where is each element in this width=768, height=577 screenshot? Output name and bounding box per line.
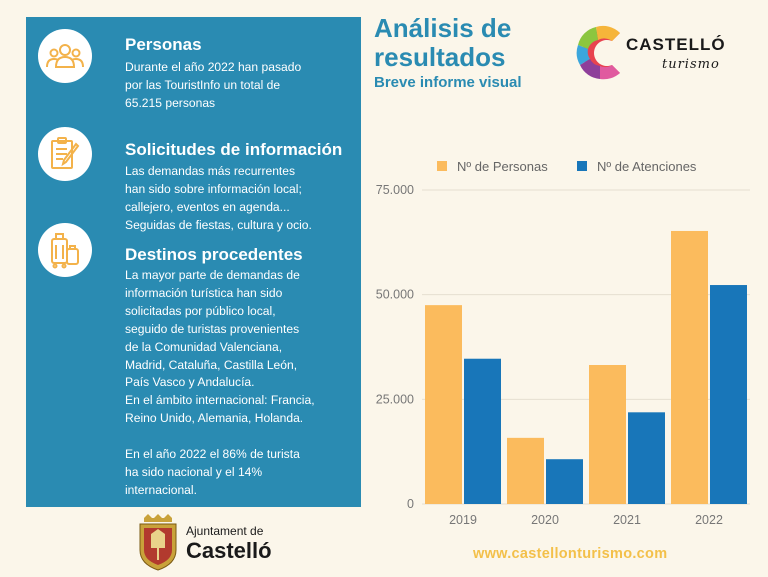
ajuntament-logo: Ajuntament de Castelló (136, 514, 286, 574)
legend-label: Nº de Personas (457, 159, 548, 174)
group-icon (38, 29, 92, 83)
clipboard-icon (38, 127, 92, 181)
chart-legend: Nº de Personas Nº de Atenciones (437, 159, 697, 174)
section-body-solicitudes: Las demandas más recurrentes han sido so… (125, 164, 312, 232)
y-tick-label: 50.000 (376, 288, 414, 302)
bar-atenciones-2019 (464, 358, 501, 504)
website-link[interactable]: www.castellonturismo.com (473, 546, 668, 562)
x-axis: 2019 2020 2021 2022 (449, 513, 723, 527)
section-body-destinos: La mayor parte de demandas de informació… (125, 268, 315, 497)
legend-label: Nº de Atenciones (597, 159, 697, 174)
luggage-icon (38, 223, 92, 277)
y-axis: 0 25.000 50.000 75.000 (376, 183, 414, 511)
info-panel: Personas Durante el año 2022 han pasado … (26, 17, 361, 507)
bar-personas-2019 (425, 305, 462, 504)
ajuntament-line2: Castelló (186, 538, 272, 563)
bar-atenciones-2021 (628, 412, 665, 504)
section-body-personas: Durante el año 2022 han pasado por las T… (125, 60, 302, 110)
page-subtitle: Breve informe visual (374, 74, 522, 91)
page-title: Análisis de resultados (374, 13, 512, 72)
bar-personas-2021 (589, 365, 626, 504)
section-title-personas: Personas (125, 35, 202, 54)
castello-turismo-logo: CASTELLÓ turismo (576, 23, 756, 85)
section-title-solicitudes: Solicitudes de información (125, 140, 343, 159)
y-tick-label: 0 (407, 497, 414, 511)
x-tick-label: 2020 (531, 513, 559, 527)
castello-tagline: turismo (662, 57, 720, 72)
bar-atenciones-2020 (546, 459, 583, 504)
coat-of-arms-icon (139, 514, 177, 571)
section-title-destinos: Destinos procedentes (125, 245, 303, 264)
bar-personas-2020 (507, 437, 544, 504)
bar-chart: Nº de Personas Nº de Atenciones 0 25.000 50… (376, 159, 750, 527)
chart-bars (425, 230, 747, 504)
y-tick-label: 75.000 (376, 183, 414, 197)
legend-swatch (577, 161, 587, 171)
legend-swatch (437, 161, 447, 171)
castello-wordmark: CASTELLÓ (626, 35, 726, 54)
castello-c-logo-icon (576, 25, 620, 80)
x-tick-label: 2019 (449, 513, 477, 527)
x-tick-label: 2021 (613, 513, 641, 527)
x-tick-label: 2022 (695, 513, 723, 527)
bar-atenciones-2022 (710, 285, 747, 504)
y-tick-label: 25.000 (376, 392, 414, 406)
ajuntament-line1: Ajuntament de (186, 524, 264, 538)
bar-personas-2022 (671, 230, 708, 504)
